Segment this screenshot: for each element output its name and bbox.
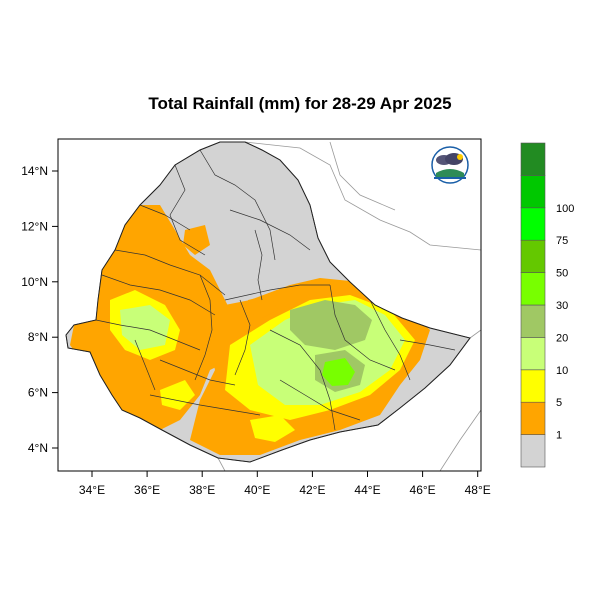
y-tick-label: 10°N: [21, 275, 48, 289]
map-title: Total Rainfall (mm) for 28-29 Apr 2025: [148, 94, 452, 113]
x-tick-label: 40°E: [244, 483, 270, 497]
legend-swatch: [520, 207, 546, 241]
neighbor-borders: [217, 141, 481, 471]
legend-swatch: [520, 434, 546, 468]
x-tick-label: 44°E: [354, 483, 380, 497]
rainfall-fields: [70, 205, 430, 455]
legend-label: 100: [556, 203, 574, 215]
x-tick-label: 34°E: [79, 483, 105, 497]
legend-swatch: [520, 401, 546, 435]
ethiopian-meteorology-institute-logo: [431, 146, 469, 184]
y-tick-label: 8°N: [28, 330, 48, 344]
x-tick-label: 42°E: [299, 483, 325, 497]
x-tick-label: 36°E: [134, 483, 160, 497]
y-axis: 14°N 12°N 10°N 8°N 6°N 4°N: [21, 164, 58, 455]
map-frame: [57, 138, 482, 472]
legend-label: 20: [556, 332, 568, 344]
legend-label: 5: [556, 397, 562, 409]
legend-swatch: [520, 304, 546, 338]
legend-swatch: [520, 142, 546, 176]
color-legend: 1 5 10 20 30 50 75 100: [520, 142, 574, 468]
country-border: [65, 141, 471, 463]
y-tick-label: 6°N: [28, 386, 48, 400]
legend-swatch: [520, 272, 546, 306]
legend-swatch: [520, 369, 546, 403]
legend-label: 30: [556, 300, 568, 312]
legend-label: 1: [556, 430, 562, 442]
legend-label: 75: [556, 235, 568, 247]
y-tick-label: 4°N: [28, 441, 48, 455]
y-tick-label: 12°N: [21, 219, 48, 233]
x-tick-label: 46°E: [410, 483, 436, 497]
legend-label: 10: [556, 365, 568, 377]
regional-boundaries: [95, 149, 456, 431]
y-tick-label: 14°N: [21, 164, 48, 178]
legend-swatch: [520, 337, 546, 371]
legend-label: 50: [556, 268, 568, 280]
legend-swatch: [520, 239, 546, 273]
x-tick-label: 48°E: [465, 483, 491, 497]
x-axis: 34°E 36°E 38°E 40°E 42°E 44°E 46°E 48°E: [79, 471, 491, 497]
legend-swatch: [520, 175, 546, 209]
x-tick-label: 38°E: [189, 483, 215, 497]
